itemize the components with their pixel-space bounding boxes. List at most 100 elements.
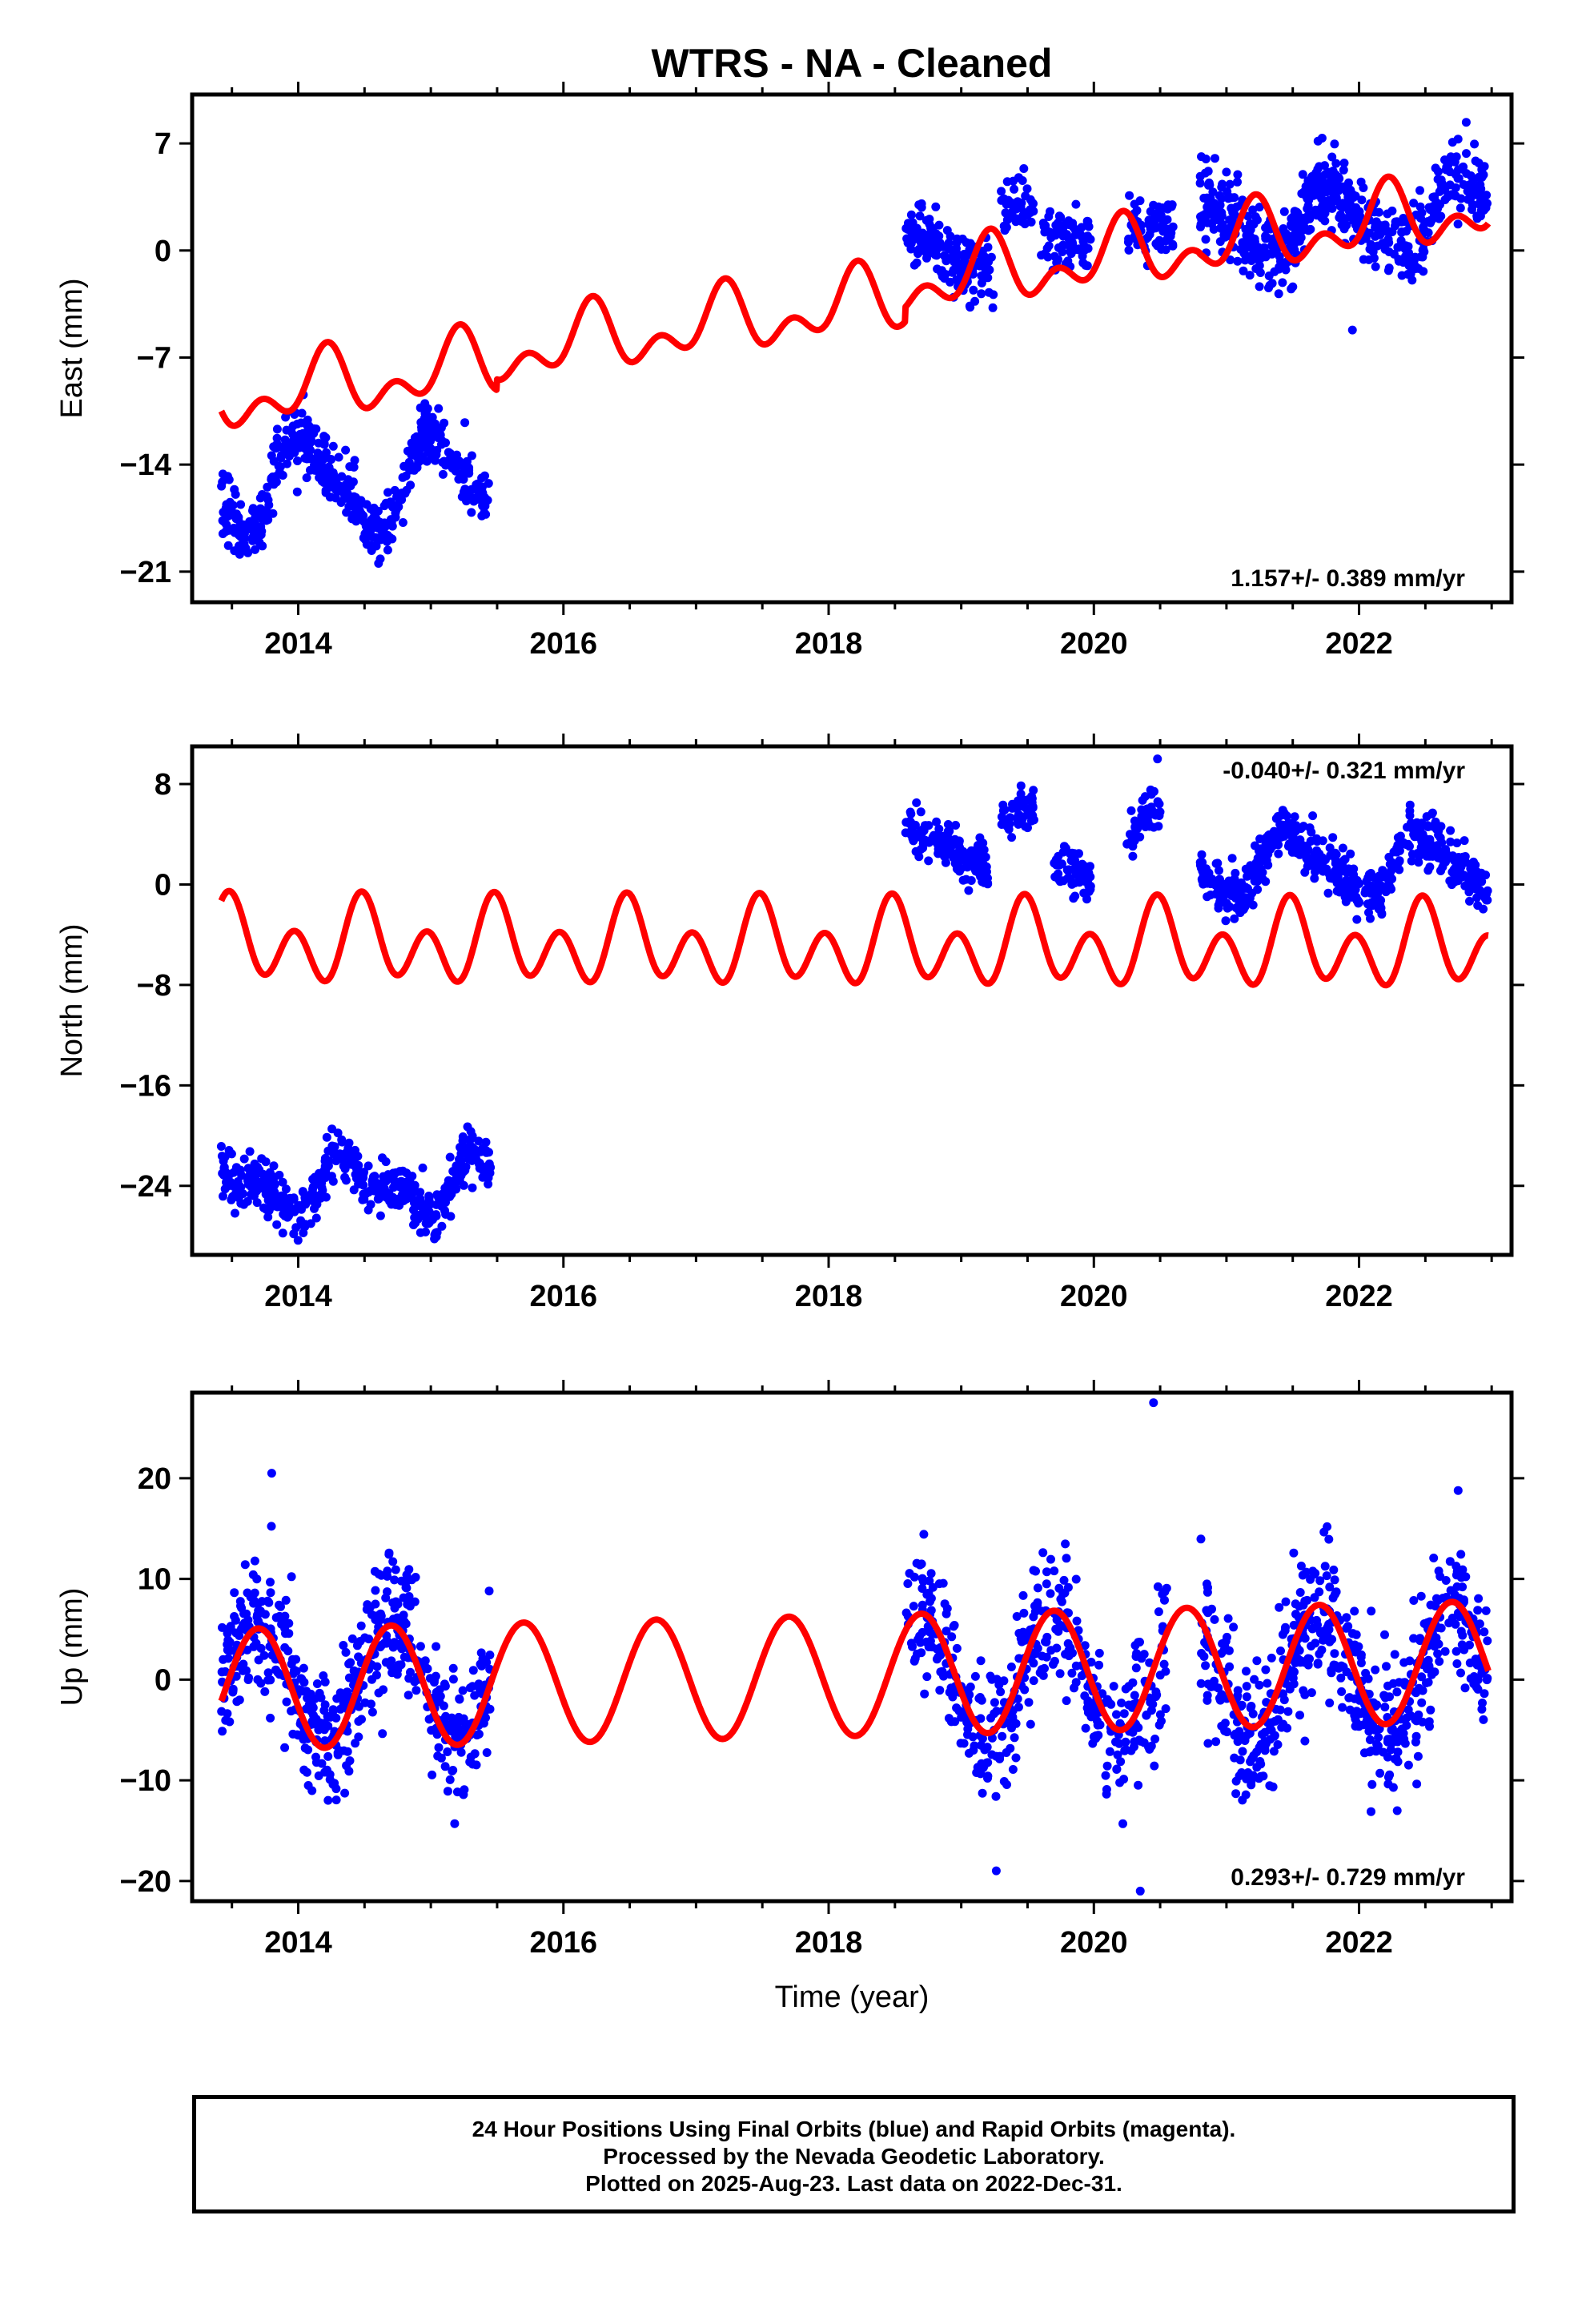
data-point xyxy=(1203,167,1213,176)
data-point xyxy=(1123,237,1133,247)
data-point xyxy=(418,1163,428,1172)
y-tick-label: −8 xyxy=(137,969,171,1003)
data-point xyxy=(1162,204,1172,214)
data-point xyxy=(1233,256,1243,266)
data-point xyxy=(1263,233,1273,243)
data-point xyxy=(410,1597,420,1606)
data-point xyxy=(1390,1650,1399,1659)
data-point xyxy=(925,215,934,224)
data-point xyxy=(345,462,355,472)
data-point xyxy=(1384,852,1394,862)
data-point xyxy=(1383,1735,1392,1744)
data-point xyxy=(1238,1747,1247,1756)
data-point xyxy=(1377,908,1387,918)
data-point xyxy=(1203,1695,1212,1705)
data-point xyxy=(1067,1668,1077,1678)
data-point xyxy=(963,1724,973,1734)
data-point xyxy=(1028,802,1038,811)
data-point xyxy=(321,433,331,442)
data-point xyxy=(1320,1562,1330,1571)
data-point xyxy=(1343,1622,1353,1631)
data-point xyxy=(1223,1727,1232,1737)
data-point xyxy=(1337,1687,1347,1696)
data-point xyxy=(1472,893,1482,903)
data-point xyxy=(318,1185,327,1195)
data-point xyxy=(1472,214,1482,223)
data-point xyxy=(1479,1715,1488,1724)
data-point xyxy=(1071,199,1081,209)
data-point xyxy=(1452,152,1461,162)
data-point xyxy=(379,1685,388,1695)
data-point xyxy=(290,1666,299,1675)
data-point xyxy=(1055,1669,1065,1679)
data-point xyxy=(1027,794,1037,803)
data-point xyxy=(321,1192,331,1202)
x-tick-label: 2014 xyxy=(264,1280,332,1313)
data-point xyxy=(926,1606,936,1615)
data-point xyxy=(447,1189,456,1199)
data-point xyxy=(448,1663,458,1673)
data-point xyxy=(218,1727,227,1736)
data-point xyxy=(1386,1745,1395,1755)
y-tick-label: −24 xyxy=(120,1170,171,1204)
data-point xyxy=(1263,1679,1272,1688)
data-point xyxy=(1261,1665,1271,1675)
data-point xyxy=(1252,255,1262,264)
data-point xyxy=(1331,159,1341,168)
data-point xyxy=(1447,190,1456,199)
data-point xyxy=(1219,223,1228,232)
data-point xyxy=(1414,1710,1423,1719)
data-point xyxy=(1451,183,1460,192)
data-point xyxy=(1168,222,1178,231)
data-point xyxy=(1290,245,1299,255)
data-point xyxy=(1452,838,1462,848)
data-point xyxy=(1261,877,1271,887)
data-point xyxy=(225,502,235,512)
y-tick-label: −20 xyxy=(120,1865,171,1899)
data-point xyxy=(452,450,461,460)
data-point xyxy=(1207,219,1216,228)
data-point xyxy=(988,303,998,312)
data-point xyxy=(474,1679,484,1689)
data-point xyxy=(264,501,274,510)
data-point xyxy=(252,1198,262,1208)
data-point xyxy=(374,559,383,568)
data-point xyxy=(339,1746,348,1755)
data-point xyxy=(1421,1679,1431,1687)
data-point xyxy=(1334,186,1343,195)
data-point xyxy=(1120,1746,1130,1755)
data-point xyxy=(1197,152,1206,162)
data-point xyxy=(1327,874,1337,883)
data-point xyxy=(1213,858,1223,868)
data-point xyxy=(1419,225,1428,235)
data-point xyxy=(250,1556,259,1566)
data-point xyxy=(952,243,961,253)
data-point xyxy=(1154,1607,1163,1617)
data-point xyxy=(239,1659,248,1669)
data-point xyxy=(1270,267,1279,276)
data-point xyxy=(1135,196,1145,206)
data-point xyxy=(1403,255,1411,263)
data-point xyxy=(354,1702,363,1711)
panel-up: 2014 2016 2018 2020 2022 −20 −10 0 10 20 Up (mm) 0.… xyxy=(55,1380,1524,1960)
data-point xyxy=(288,446,298,456)
data-point xyxy=(1371,262,1380,271)
data-point xyxy=(1481,1606,1491,1615)
velocity-label: 1.157+/- 0.389 mm/yr xyxy=(1231,565,1465,592)
data-point xyxy=(1466,860,1475,870)
data-point xyxy=(482,1748,492,1757)
data-point xyxy=(453,461,463,471)
data-point xyxy=(1428,202,1437,211)
data-point xyxy=(1017,217,1026,226)
data-point xyxy=(1221,916,1231,926)
data-point xyxy=(1153,1582,1162,1591)
data-point xyxy=(927,1629,937,1638)
data-point xyxy=(1468,200,1478,210)
data-point xyxy=(1453,135,1463,144)
data-point xyxy=(983,1758,993,1767)
data-point xyxy=(906,210,916,219)
data-point xyxy=(1121,1684,1130,1694)
data-point xyxy=(1112,1710,1121,1719)
data-point xyxy=(906,830,916,840)
data-point xyxy=(1086,1658,1096,1667)
